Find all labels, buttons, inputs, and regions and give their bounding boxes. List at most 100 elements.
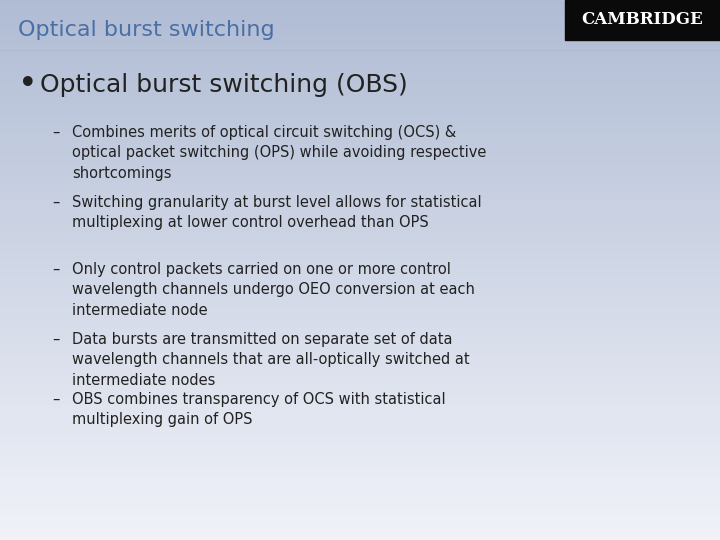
Bar: [0, 140, 720, 143]
Bar: [0, 53, 720, 57]
Bar: [0, 86, 720, 89]
Bar: [0, 496, 720, 500]
Text: –: –: [52, 332, 59, 347]
Bar: [0, 369, 720, 373]
Bar: [0, 356, 720, 359]
Bar: [0, 326, 720, 329]
Bar: [0, 399, 720, 402]
Bar: [0, 494, 720, 497]
Bar: [0, 229, 720, 232]
Text: Optical burst switching (OBS): Optical burst switching (OBS): [40, 73, 408, 97]
Bar: [0, 83, 720, 86]
Bar: [0, 167, 720, 170]
Bar: [0, 143, 720, 146]
Bar: [0, 248, 720, 251]
Bar: [0, 469, 720, 472]
Bar: [0, 188, 720, 192]
Bar: [0, 421, 720, 424]
Bar: [0, 348, 720, 351]
Bar: [0, 361, 720, 365]
Bar: [0, 75, 720, 78]
Bar: [0, 221, 720, 224]
Bar: [0, 280, 720, 284]
Bar: [0, 207, 720, 211]
Bar: [0, 234, 720, 238]
Text: –: –: [52, 125, 59, 140]
Bar: [0, 529, 720, 532]
Bar: [0, 10, 720, 14]
Bar: [0, 24, 720, 27]
Bar: [0, 396, 720, 400]
Bar: [0, 307, 720, 310]
Bar: [0, 56, 720, 59]
Bar: [0, 224, 720, 227]
Bar: [0, 107, 720, 111]
Bar: [0, 94, 720, 97]
Bar: [0, 124, 720, 127]
Bar: [0, 431, 720, 435]
Bar: [0, 353, 720, 356]
Bar: [0, 472, 720, 475]
Bar: [0, 132, 720, 135]
Bar: [0, 334, 720, 338]
Bar: [0, 129, 720, 132]
Bar: [0, 16, 720, 19]
Bar: [0, 26, 720, 30]
Bar: [0, 113, 720, 116]
Bar: [0, 323, 720, 327]
Bar: [0, 531, 720, 535]
Bar: [0, 426, 720, 429]
Bar: [0, 507, 720, 510]
Bar: [0, 299, 720, 302]
Bar: [0, 367, 720, 370]
Bar: [0, 67, 720, 70]
Text: –: –: [52, 392, 59, 407]
Bar: [0, 126, 720, 130]
Bar: [0, 259, 720, 262]
Bar: [0, 380, 720, 383]
Bar: [0, 429, 720, 432]
Bar: [0, 205, 720, 208]
Bar: [0, 78, 720, 81]
Bar: [0, 97, 720, 100]
Bar: [0, 386, 720, 389]
Bar: [0, 261, 720, 265]
Bar: [0, 288, 720, 292]
Bar: [0, 151, 720, 154]
Bar: [0, 302, 720, 305]
Bar: [0, 461, 720, 464]
Bar: [0, 70, 720, 73]
Bar: [0, 278, 720, 281]
Bar: [0, 91, 720, 94]
Bar: [0, 80, 720, 84]
Bar: [0, 183, 720, 186]
Bar: [0, 450, 720, 454]
Bar: [0, 518, 720, 521]
Bar: [0, 99, 720, 103]
Text: Only control packets carried on one or more control
wavelength channels undergo : Only control packets carried on one or m…: [72, 262, 475, 318]
Bar: [0, 89, 720, 92]
Bar: [0, 153, 720, 157]
Bar: [0, 305, 720, 308]
Bar: [0, 156, 720, 159]
Bar: [0, 480, 720, 483]
Text: OBS combines transparency of OCS with statistical
multiplexing gain of OPS: OBS combines transparency of OCS with st…: [72, 392, 446, 427]
Text: –: –: [52, 262, 59, 277]
Bar: [0, 458, 720, 462]
Bar: [0, 64, 720, 68]
Bar: [0, 445, 720, 448]
Bar: [0, 237, 720, 240]
Bar: [0, 137, 720, 140]
Bar: [0, 283, 720, 286]
Bar: [565, 0, 720, 40]
Bar: [0, 186, 720, 189]
Bar: [0, 537, 720, 540]
Bar: [0, 315, 720, 319]
Bar: [0, 251, 720, 254]
Bar: [0, 0, 720, 3]
Bar: [0, 45, 720, 49]
Bar: [0, 267, 720, 270]
Bar: [0, 453, 720, 456]
Bar: [0, 342, 720, 346]
Bar: [0, 313, 720, 316]
